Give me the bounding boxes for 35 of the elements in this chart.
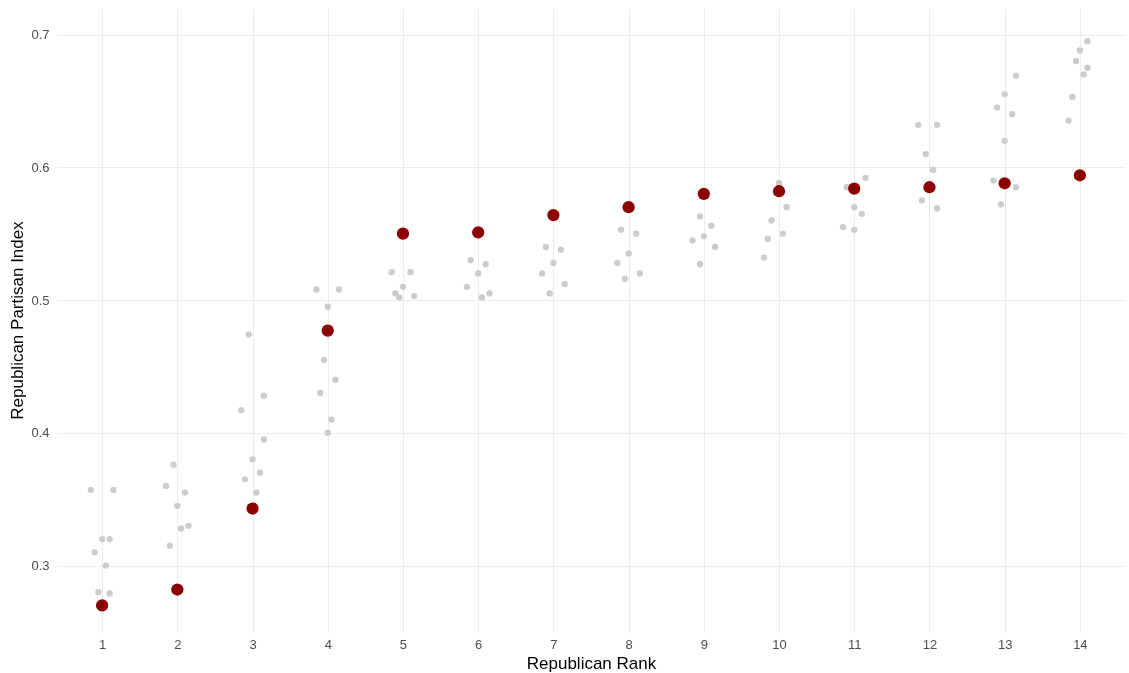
x-tick-label: 3: [249, 636, 257, 652]
point: [472, 226, 485, 239]
point: [1073, 169, 1086, 182]
x-tick-label: 11: [847, 636, 862, 652]
point: [246, 502, 259, 515]
y-axis-title: Republican Partisan Index: [8, 220, 28, 420]
point: [772, 185, 786, 198]
x-tick-label: 4: [324, 636, 332, 652]
x-tick-label: 9: [700, 636, 708, 652]
point: [848, 182, 861, 195]
point: [998, 177, 1011, 190]
x-tick-label: 7: [550, 636, 558, 652]
y-tick-label: 0.4: [31, 425, 50, 441]
point: [923, 181, 936, 194]
x-tick-label: 8: [625, 636, 633, 652]
x-tick-label: 10: [772, 636, 787, 652]
x-tick-label: 12: [922, 636, 938, 652]
x-tick-label: 2: [174, 636, 182, 652]
point: [171, 583, 184, 596]
point: [622, 201, 635, 214]
y-tick-label: 0.7: [31, 27, 50, 43]
point: [321, 324, 334, 337]
x-tick-label: 14: [1073, 636, 1088, 652]
point: [396, 227, 410, 240]
x-axis-title: Republican Rank: [526, 653, 657, 673]
point: [547, 209, 560, 222]
y-tick-label: 0.6: [31, 159, 50, 175]
y-tick-label: 0.3: [31, 558, 50, 574]
x-tick-label: 5: [399, 636, 408, 652]
x-tick-label: 13: [997, 636, 1013, 652]
x-tick-label: 1: [99, 636, 107, 652]
point: [96, 599, 109, 612]
point: [697, 187, 710, 200]
y-tick-label: 0.5: [31, 292, 50, 308]
x-tick-label: 6: [475, 636, 483, 652]
